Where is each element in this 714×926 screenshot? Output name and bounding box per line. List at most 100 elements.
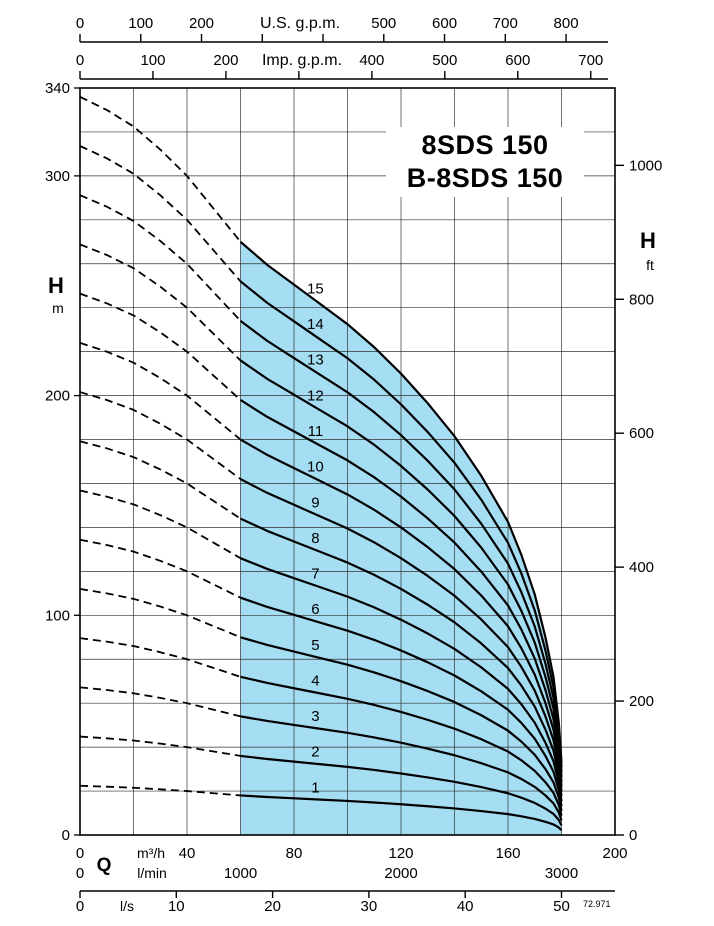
chart-title: 8SDS 150 B-8SDS 150	[386, 127, 584, 197]
us-gpm-tick-label: 600	[432, 15, 457, 32]
curve-stage-14	[239, 280, 563, 768]
us-gpm-tick-label: 200	[189, 15, 214, 32]
curve-stage-13-dashed	[79, 194, 242, 322]
ls-tick-label: 0	[76, 898, 84, 915]
ls-tick-label: 30	[361, 898, 378, 915]
stage-label-11: 11	[308, 423, 324, 440]
curve-stage-12	[239, 359, 563, 778]
q-axis-title: Q	[97, 855, 112, 876]
curve-stage-2	[240, 754, 563, 826]
lmin-tick-label: 0	[76, 865, 84, 882]
curve-stage-2-dashed	[79, 735, 241, 757]
imp-gpm-axis-title: Imp. g.p.m.	[262, 52, 342, 69]
plot-border	[79, 87, 616, 836]
lmin-tick-label: 2000	[384, 865, 417, 882]
us-gpm-tick-label: 500	[371, 15, 396, 32]
curve-stage-8	[240, 517, 563, 797]
curve-stage-4-dashed	[79, 637, 241, 678]
curve-stage-15-dashed	[79, 95, 242, 243]
m3h-tick-label: 120	[388, 845, 413, 862]
curve-stage-3-dashed	[79, 686, 241, 718]
curve-stage-9-dashed	[79, 391, 242, 480]
ls-unit-label: l/s	[120, 898, 134, 914]
stage-label-8: 8	[311, 530, 319, 547]
imp-gpm-tick-label: 100	[140, 52, 165, 69]
curve-stage-9	[239, 478, 563, 792]
curve-stage-11	[239, 399, 563, 782]
curve-stage-5-dashed	[79, 588, 241, 639]
curve-stage-1-dashed	[79, 784, 241, 797]
curve-stage-7-dashed	[79, 489, 241, 559]
curve-stage-4	[240, 675, 563, 816]
stage-label-7: 7	[311, 566, 319, 583]
m3h-tick-label: 40	[179, 845, 196, 862]
y-right-tick-label: 400	[629, 559, 654, 576]
y-left-tick-label: 300	[45, 168, 70, 185]
y-right-tick-label: 600	[629, 425, 654, 442]
curve-stage-10-dashed	[79, 342, 242, 441]
imp-gpm-tick-label: 500	[432, 52, 457, 69]
curve-stage-5	[240, 636, 563, 812]
stage-label-12: 12	[307, 387, 324, 404]
imp-gpm-tick-label: 0	[76, 52, 84, 69]
m3h-tick-label: 200	[602, 845, 627, 862]
m3h-unit-label: m³/h	[137, 845, 165, 861]
m3h-tick-label: 80	[286, 845, 303, 862]
stage-label-5: 5	[311, 637, 319, 654]
curve-stage-7	[240, 557, 563, 802]
chart-title-line2: B-8SDS 150	[406, 163, 564, 193]
stage-label-6: 6	[311, 601, 319, 618]
curve-stage-10	[239, 438, 563, 787]
imp-gpm-tick-label: 700	[578, 52, 603, 69]
stage-label-2: 2	[311, 744, 319, 761]
chart-title-line1: 8SDS 150	[421, 130, 549, 160]
y-right-axis-unit: ft	[646, 257, 654, 273]
curve-stage-11-dashed	[79, 292, 242, 401]
curve-stage-8-dashed	[79, 440, 241, 520]
imp-gpm-tick-label: 200	[213, 52, 238, 69]
stage-label-13: 13	[307, 352, 324, 369]
curve-stage-6	[240, 596, 563, 807]
stage-label-15: 15	[307, 280, 324, 297]
y-right-tick-label: 0	[629, 827, 637, 844]
curve-stage-1	[240, 794, 563, 831]
stage-label-3: 3	[311, 708, 319, 725]
ls-tick-label: 40	[457, 898, 474, 915]
m3h-tick-label: 0	[76, 845, 84, 862]
curve-stage-3	[240, 715, 563, 821]
stage-label-4: 4	[311, 672, 319, 689]
stage-label-14: 14	[307, 316, 324, 333]
curve-stage-13	[239, 320, 563, 773]
drawing-code: 72.971	[583, 899, 611, 909]
us-gpm-tick-label: 800	[554, 15, 579, 32]
y-left-tick-label: 200	[45, 388, 70, 405]
us-gpm-tick-label: 700	[493, 15, 518, 32]
y-left-axis-title: H	[48, 273, 64, 298]
ls-tick-label: 10	[168, 898, 185, 915]
ls-tick-label: 20	[264, 898, 281, 915]
curve-stage-6-dashed	[79, 538, 241, 599]
y-right-axis-title: H	[640, 228, 656, 253]
y-left-tick-label: 0	[62, 827, 70, 844]
imp-gpm-tick-label: 600	[505, 52, 530, 69]
m3h-tick-label: 160	[495, 845, 520, 862]
curve-stage-14-dashed	[79, 145, 242, 282]
y-right-tick-label: 800	[629, 291, 654, 308]
y-right-tick-label: 1000	[629, 157, 662, 174]
us-gpm-axis-title: U.S. g.p.m.	[260, 15, 340, 32]
y-right-tick-label: 200	[629, 693, 654, 710]
stage-label-9: 9	[311, 494, 319, 511]
us-gpm-tick-label: 100	[128, 15, 153, 32]
lmin-unit-label: l/min	[137, 865, 167, 881]
curve-stage-12-dashed	[79, 243, 242, 362]
curve-stage-15	[239, 240, 563, 763]
lmin-tick-label: 1000	[224, 865, 257, 882]
stage-label-10: 10	[307, 459, 324, 476]
imp-gpm-tick-label: 400	[359, 52, 384, 69]
y-left-tick-label: 340	[45, 80, 70, 97]
y-left-tick-label: 100	[45, 607, 70, 624]
ls-tick-label: 50	[553, 898, 570, 915]
stage-label-1: 1	[311, 779, 319, 796]
